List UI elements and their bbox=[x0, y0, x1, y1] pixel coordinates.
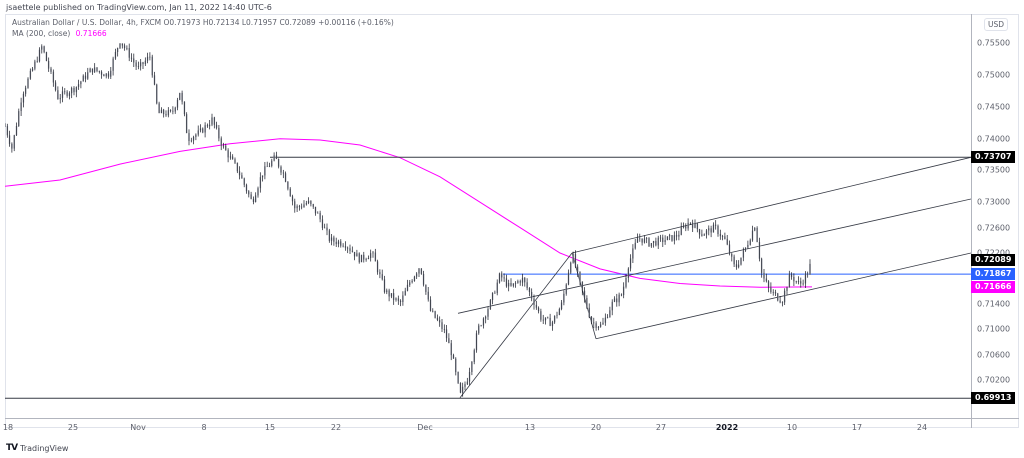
price-axis-label: 0.70600 bbox=[977, 350, 1011, 360]
tradingview-branding[interactable]: TV TradingView bbox=[6, 443, 68, 453]
time-axis-label: 24 bbox=[916, 423, 928, 432]
price-axis-label: 0.72600 bbox=[977, 223, 1011, 233]
time-axis-label: 18 bbox=[2, 423, 14, 432]
price-axis-label: 0.71400 bbox=[977, 299, 1011, 309]
price-axis-label: 0.74500 bbox=[977, 102, 1011, 112]
trend-line bbox=[459, 252, 573, 399]
price-tag: 0.71666 bbox=[971, 280, 1015, 293]
price-tag: 0.73707 bbox=[971, 151, 1015, 164]
symbol-legend[interactable]: Australian Dollar / U.S. Dollar, 4h, FXC… bbox=[12, 18, 394, 27]
price-axis-label: 0.74000 bbox=[977, 134, 1011, 144]
price-axis-label: 0.70200 bbox=[977, 375, 1011, 385]
time-axis-label: Dec bbox=[417, 423, 433, 432]
time-axis-label: 13 bbox=[524, 423, 536, 432]
price-axis-label: 0.75500 bbox=[977, 38, 1011, 48]
price-axis-label: 0.73500 bbox=[977, 165, 1011, 175]
ohlc-bar-body bbox=[5, 126, 6, 127]
time-axis-label: 10 bbox=[786, 423, 798, 432]
time-axis-label: 27 bbox=[655, 423, 667, 432]
ma-value: 0.71666 bbox=[75, 29, 107, 38]
price-tag: 0.72089 bbox=[971, 254, 1015, 267]
ohlc-high: H0.72134 bbox=[202, 18, 240, 27]
indicator-legend[interactable]: MA (200, close) 0.71666 bbox=[12, 29, 107, 38]
price-tag: 0.71867 bbox=[971, 268, 1015, 281]
price-axis-label: 0.75000 bbox=[977, 70, 1011, 80]
price-axis-label: 0.71000 bbox=[977, 324, 1011, 334]
trend-line bbox=[595, 252, 971, 340]
price-axis-label: 0.73000 bbox=[977, 197, 1011, 207]
ohlc-close: C0.72089 bbox=[279, 18, 316, 27]
price-axis-label: 0.72200 bbox=[977, 248, 1011, 258]
time-axis-label: Nov bbox=[130, 423, 146, 432]
tradingview-wordmark: TradingView bbox=[20, 443, 69, 453]
time-axis-label: 8 bbox=[201, 423, 207, 432]
time-axis-label: 15 bbox=[264, 423, 276, 432]
tradingview-logo-icon: TV bbox=[6, 443, 18, 453]
time-axis-label: 17 bbox=[851, 423, 863, 432]
time-axis-label: 20 bbox=[590, 423, 602, 432]
ma-200-line bbox=[5, 138, 813, 288]
chart-frame bbox=[5, 14, 1019, 428]
ma-label: MA (200, close) bbox=[12, 29, 71, 38]
currency-button[interactable]: USD bbox=[984, 18, 1009, 31]
price-tag: 0.69913 bbox=[971, 392, 1015, 405]
price-change: +0.00116 (+0.16%) bbox=[318, 18, 394, 27]
ohlc-open: O0.71973 bbox=[163, 18, 201, 27]
time-axis-label: 22 bbox=[330, 423, 342, 432]
time-axis-label: 25 bbox=[67, 423, 79, 432]
trend-line bbox=[571, 156, 971, 254]
time-axis-label: 2022 bbox=[715, 423, 739, 432]
symbol-title: Australian Dollar / U.S. Dollar, 4h, FXC… bbox=[12, 18, 162, 27]
publisher-caption: jsaettele published on TradingView.com, … bbox=[6, 3, 272, 12]
time-axis-border bbox=[5, 418, 1019, 419]
price-axis-border bbox=[971, 14, 972, 428]
price-chart-canvas[interactable] bbox=[5, 14, 971, 418]
trend-line bbox=[457, 198, 971, 314]
ohlc-low: L0.71957 bbox=[241, 18, 278, 27]
